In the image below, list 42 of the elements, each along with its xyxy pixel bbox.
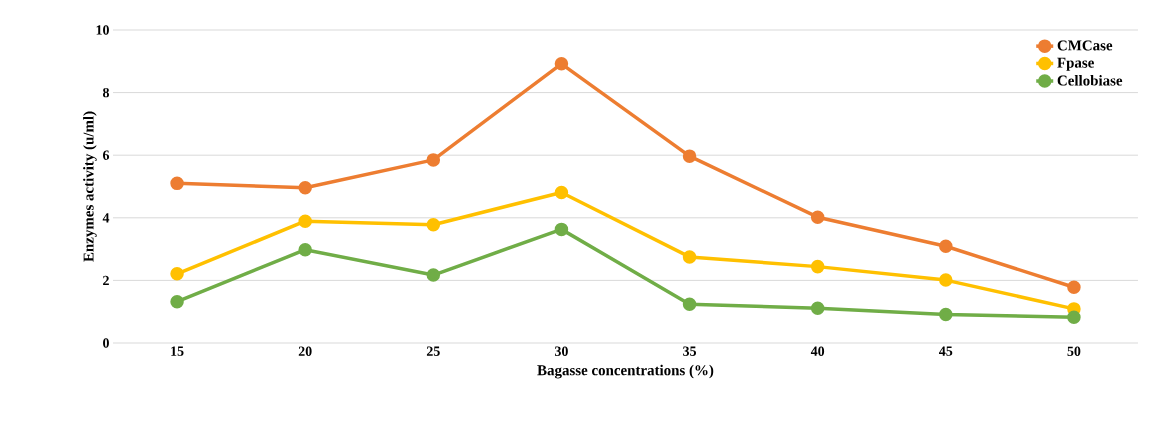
- point: [170, 267, 184, 281]
- legend-label: CMCase: [1057, 40, 1113, 51]
- point: [939, 239, 953, 254]
- y-tick-label: 4: [102, 213, 110, 223]
- point: [298, 181, 312, 195]
- point: [810, 259, 825, 274]
- x-axis-title: Bagasse concentrations (%): [537, 364, 714, 379]
- point: [1067, 310, 1081, 325]
- y-tick-label: 8: [102, 87, 110, 98]
- point: [554, 222, 569, 237]
- point: [426, 217, 441, 232]
- point: [554, 185, 569, 200]
- point: [682, 297, 697, 311]
- legend-label: Fpase: [1057, 57, 1094, 71]
- x-tick-label: 25: [426, 346, 440, 356]
- x-tick-label: 35: [683, 346, 697, 356]
- x-tick-label: 45: [939, 346, 953, 356]
- x-tick-label: 20: [298, 346, 312, 356]
- point: [298, 242, 312, 257]
- point: [810, 301, 825, 315]
- x-tick-label: 50: [1067, 346, 1081, 356]
- y-axis-title: Enzymes activity (u/ml): [83, 111, 97, 262]
- x-tick-label: 30: [554, 346, 568, 356]
- point: [939, 307, 953, 322]
- y-tick-label: 6: [102, 150, 110, 160]
- point: [682, 149, 697, 163]
- point: [170, 294, 184, 309]
- point: [426, 268, 441, 282]
- point: [170, 176, 184, 191]
- legend-label: Cellobiase: [1057, 75, 1123, 86]
- x-tick-label: 40: [810, 346, 825, 356]
- point: [554, 57, 569, 71]
- x-tick-label: 15: [171, 346, 184, 356]
- point: [939, 273, 953, 287]
- point: [810, 210, 825, 224]
- point: [682, 250, 697, 264]
- point: [298, 214, 312, 228]
- point: [426, 153, 441, 167]
- y-tick-label: 2: [103, 275, 109, 286]
- y-tick-label: 0: [103, 338, 109, 348]
- y-tick-label: 10: [96, 25, 109, 35]
- point: [1067, 280, 1081, 295]
